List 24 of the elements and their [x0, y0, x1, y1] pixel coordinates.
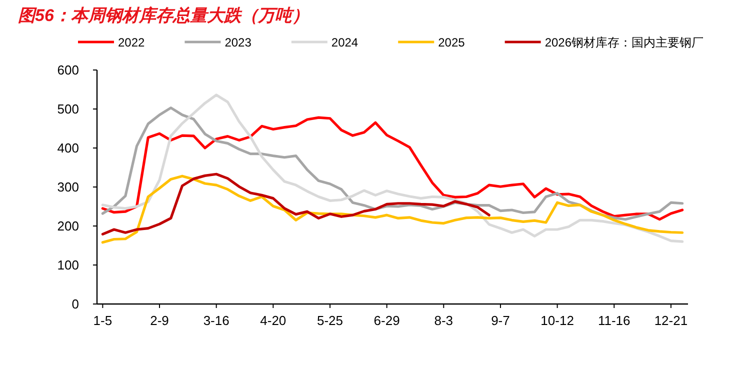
legend-label: 2022 — [118, 36, 146, 50]
legend-label: 2023 — [224, 36, 252, 50]
legend-label: 2024 — [331, 36, 358, 50]
x-tick-label: 8-3 — [434, 313, 454, 328]
y-tick-label: 400 — [57, 140, 79, 156]
x-tick-label: 2-9 — [150, 313, 169, 328]
y-tick-label: 0 — [72, 296, 79, 312]
y-tick-label: 300 — [57, 180, 79, 194]
x-tick-label: 3-16 — [203, 313, 230, 328]
x-tick-label: 5-25 — [316, 313, 344, 328]
legend-label: 2026钢材库存：国内主要钢厂 — [544, 36, 704, 50]
x-tick-label: 10-12 — [540, 313, 574, 328]
y-tick-label: 100 — [57, 258, 79, 272]
x-tick-label: 1-5 — [93, 313, 112, 328]
x-tick-label: 9-7 — [491, 313, 510, 328]
legend-label: 2025 — [438, 36, 466, 50]
x-tick-label: 4-20 — [260, 313, 286, 328]
x-tick-label: 11-16 — [598, 313, 630, 328]
y-tick-label: 200 — [57, 218, 79, 234]
y-tick-label: 500 — [57, 102, 79, 116]
y-tick-label: 600 — [57, 62, 79, 78]
chart-title: 图56：本周钢材库存总量大跌（万吨） — [18, 6, 309, 25]
x-tick-label: 12-21 — [654, 313, 688, 328]
x-tick-label: 6-29 — [374, 313, 400, 328]
